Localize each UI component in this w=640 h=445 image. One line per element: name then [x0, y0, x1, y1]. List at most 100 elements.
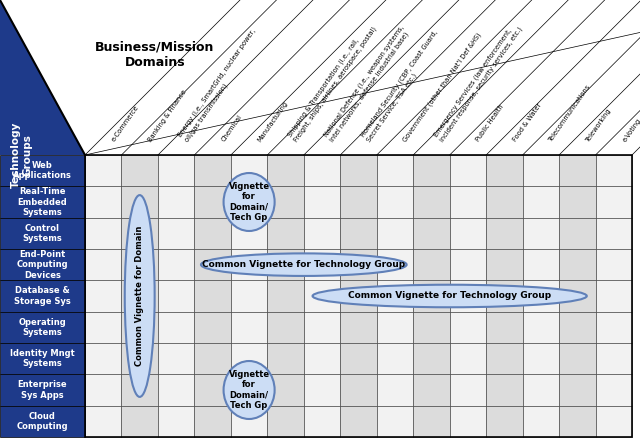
Bar: [523, 343, 559, 374]
Bar: [377, 374, 413, 406]
Text: Common Vignette for Technology Group: Common Vignette for Technology Group: [348, 291, 551, 300]
Text: Homeland Security (CBP, Coast Guard,
Secret Service, TSA etc.): Homeland Security (CBP, Coast Guard, Sec…: [360, 29, 445, 142]
Bar: [559, 155, 596, 186]
Bar: [268, 406, 304, 437]
Bar: [377, 218, 413, 249]
Bar: [340, 186, 377, 218]
Text: Food & Water: Food & Water: [512, 102, 543, 142]
Bar: [340, 249, 377, 280]
Bar: [122, 218, 158, 249]
Bar: [559, 218, 596, 249]
Bar: [340, 155, 377, 186]
Bar: [304, 249, 340, 280]
Bar: [596, 218, 632, 249]
Bar: [559, 343, 596, 374]
Bar: [122, 249, 158, 280]
Bar: [195, 249, 231, 280]
Bar: [0, 280, 85, 312]
Bar: [122, 186, 158, 218]
Bar: [85, 406, 122, 437]
Bar: [486, 155, 523, 186]
Bar: [268, 374, 304, 406]
Bar: [450, 406, 486, 437]
Bar: [304, 186, 340, 218]
Bar: [340, 406, 377, 437]
Bar: [377, 186, 413, 218]
Bar: [195, 312, 231, 343]
Bar: [268, 218, 304, 249]
Bar: [0, 374, 85, 406]
Bar: [158, 249, 195, 280]
Bar: [596, 374, 632, 406]
Polygon shape: [0, 0, 85, 155]
Bar: [158, 186, 195, 218]
Bar: [268, 343, 304, 374]
Ellipse shape: [201, 253, 406, 276]
Text: Common Vignette for Domain: Common Vignette for Domain: [135, 226, 144, 366]
Bar: [85, 0, 632, 155]
Bar: [268, 155, 304, 186]
Text: End-Point
Computing
Devices: End-Point Computing Devices: [17, 250, 68, 279]
Bar: [304, 374, 340, 406]
Text: Chemical: Chemical: [220, 114, 243, 142]
Bar: [231, 249, 268, 280]
Bar: [523, 406, 559, 437]
Bar: [85, 280, 122, 312]
Bar: [486, 312, 523, 343]
Bar: [268, 249, 304, 280]
Text: Energy (i.e., SmartGrid, nuclear power,
oil/gas transmission): Energy (i.e., SmartGrid, nuclear power, …: [177, 28, 263, 142]
Bar: [122, 374, 158, 406]
Bar: [413, 312, 450, 343]
Bar: [486, 249, 523, 280]
Bar: [377, 280, 413, 312]
Bar: [0, 155, 85, 186]
Text: Business/Mission
Domains: Business/Mission Domains: [95, 41, 214, 69]
Bar: [122, 312, 158, 343]
Bar: [85, 374, 122, 406]
Bar: [304, 406, 340, 437]
Bar: [85, 218, 122, 249]
Bar: [486, 218, 523, 249]
Bar: [450, 312, 486, 343]
Bar: [596, 312, 632, 343]
Bar: [195, 280, 231, 312]
Bar: [413, 186, 450, 218]
Bar: [450, 374, 486, 406]
Bar: [231, 406, 268, 437]
Bar: [0, 312, 85, 343]
Bar: [523, 186, 559, 218]
Text: Banking & Finance: Banking & Finance: [147, 89, 188, 142]
Bar: [596, 186, 632, 218]
Bar: [231, 186, 268, 218]
Bar: [596, 406, 632, 437]
Bar: [486, 343, 523, 374]
Bar: [559, 249, 596, 280]
Bar: [122, 155, 158, 186]
Bar: [559, 312, 596, 343]
Bar: [158, 312, 195, 343]
Bar: [523, 312, 559, 343]
Text: Vignette
for
Domain/
Tech Gp: Vignette for Domain/ Tech Gp: [228, 182, 269, 222]
Bar: [559, 406, 596, 437]
Bar: [596, 343, 632, 374]
Bar: [85, 155, 122, 186]
Bar: [377, 249, 413, 280]
Bar: [523, 218, 559, 249]
Bar: [596, 280, 632, 312]
Bar: [450, 218, 486, 249]
Text: Cloud
Computing: Cloud Computing: [17, 412, 68, 431]
Ellipse shape: [223, 173, 275, 231]
Bar: [559, 374, 596, 406]
Bar: [231, 374, 268, 406]
Text: Shipping & Transportation (i.e., rail,
Freight, ships, airlines, aerospace, post: Shipping & Transportation (i.e., rail, F…: [287, 21, 378, 142]
Bar: [486, 374, 523, 406]
Bar: [377, 406, 413, 437]
Text: Common Vignette for Technology Group: Common Vignette for Technology Group: [202, 260, 405, 269]
Bar: [158, 218, 195, 249]
Bar: [0, 343, 85, 374]
Bar: [413, 374, 450, 406]
Text: Public Health: Public Health: [476, 103, 506, 142]
Bar: [559, 280, 596, 312]
Bar: [158, 280, 195, 312]
Bar: [195, 218, 231, 249]
